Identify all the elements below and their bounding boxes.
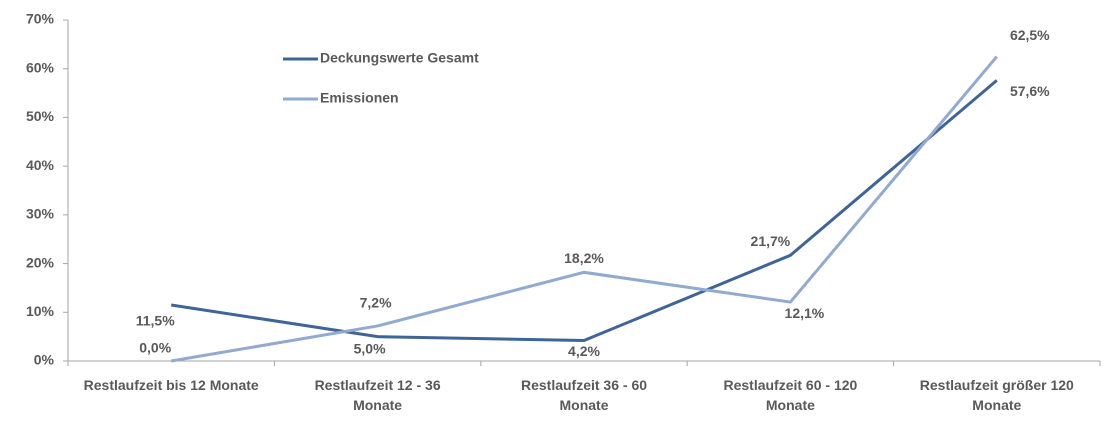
data-label: 57,6% [1010,83,1050,99]
data-label: 5,0% [354,340,386,356]
x-tick-label: Restlaufzeit größer 120 Monate [919,377,1074,413]
legend-label: Deckungswerte Gesamt [320,50,479,66]
x-tick-label: Restlaufzeit 60 - 120 Monate [723,377,858,413]
data-label: 0,0% [139,340,171,356]
y-tick-label: 20% [26,254,55,270]
data-label: 11,5% [136,313,175,329]
data-label: 4,2% [568,343,600,359]
data-label: 12,1% [785,305,825,321]
x-tick-label: Restlaufzeit 36 - 60 Monate [520,377,648,413]
y-tick-label: 0% [34,352,55,368]
x-tick-label: Restlaufzeit bis 12 Monate [83,377,259,393]
y-tick-label: 10% [26,303,55,319]
data-label: 62,5% [1010,27,1050,43]
y-tick-label: 40% [26,157,55,173]
y-tick-label: 30% [26,206,55,222]
y-tick-label: 50% [26,108,55,124]
data-label: 21,7% [751,233,791,249]
series-line [170,79,998,343]
legend-label: Emissionen [320,90,399,106]
data-label: 7,2% [360,295,392,311]
y-tick-label: 70% [26,11,55,27]
x-tick-label: Restlaufzeit 12 - 36 Monate [314,377,441,413]
data-label: 18,2% [564,250,604,266]
y-tick-label: 60% [26,59,55,75]
series-line [170,55,998,363]
